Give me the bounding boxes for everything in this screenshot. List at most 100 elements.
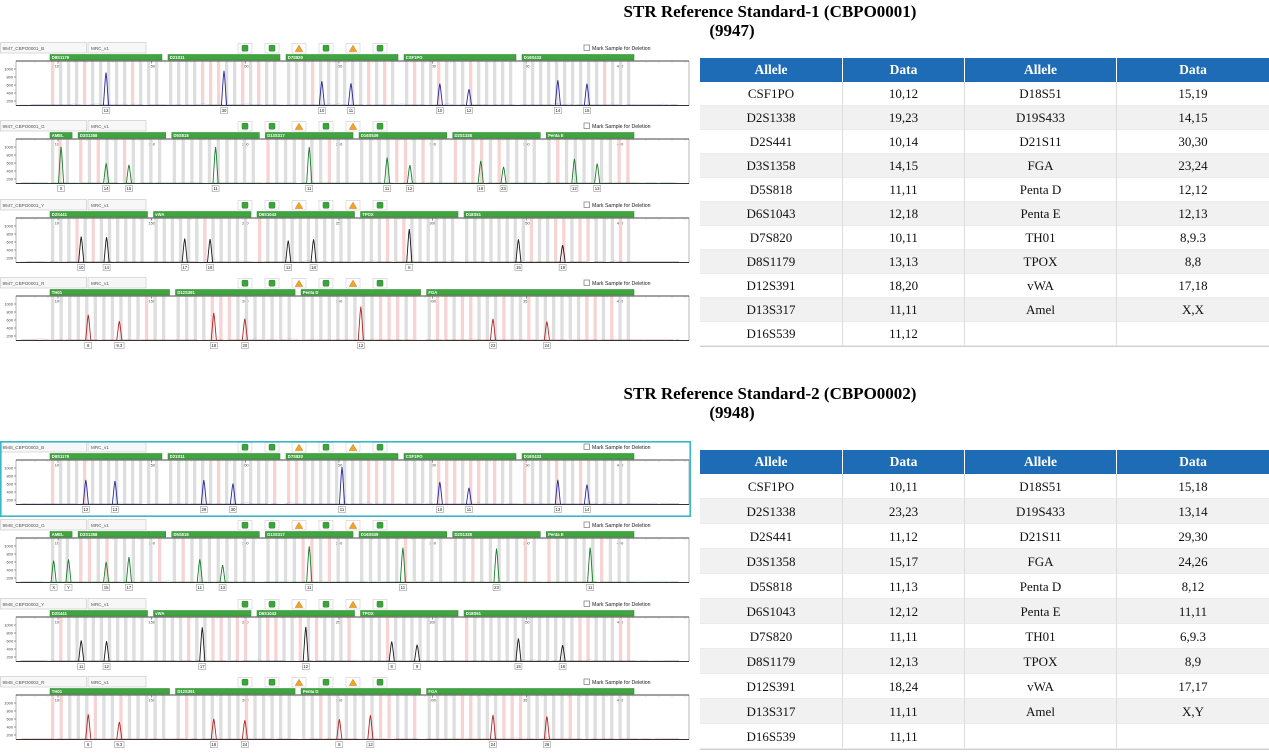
allele-call-label: 20 [242, 343, 247, 348]
allele-bin-markers [523, 460, 631, 504]
allele-call-label: 13 [595, 186, 600, 191]
allele-call-box: 10 [77, 264, 85, 271]
allele-peak [306, 546, 313, 583]
mark-sample-for-deletion-checkbox[interactable]: Mark Sample for Deletion [583, 678, 651, 686]
quality-pass-icon [318, 677, 334, 688]
data-cell: 11,11 [843, 298, 965, 322]
table-row: D6S1043 12,12 Penta E 11,11 [700, 599, 1269, 624]
locus-marker-bar: D8S1179 [49, 54, 163, 61]
table-header-row: Allele Data Allele Data [700, 58, 1269, 82]
locus-marker-bar: D21S11 [167, 54, 281, 61]
allele-call-label: 8 [408, 265, 411, 270]
y-axis-tick-label: 400 [7, 247, 14, 252]
allele-peak [338, 467, 346, 505]
x-axis-tick-label: 150 [148, 620, 155, 625]
locus-marker-bar: D13S317 [265, 531, 354, 538]
allele-call-box: 12 [366, 741, 375, 748]
locus-marker-bar: D2S441 [49, 610, 148, 617]
mark-sample-for-deletion-label: Mark Sample for Deletion [592, 523, 651, 529]
locus-name-label: D18S51 [466, 212, 482, 217]
locus-marker-bar: D12S391 [175, 289, 296, 296]
allele-call-box: 18 [210, 741, 218, 748]
table-row: D3S1358 15,17 FGA 24,26 [700, 549, 1269, 574]
allele-peak [219, 565, 226, 583]
table-row: D5S818 11,13 Penta D 8,12 [700, 574, 1269, 599]
locus-name-label: AMEL [52, 532, 64, 537]
table-row: D7S820 11,11 TH01 6,9.3 [700, 624, 1269, 649]
data-cell: 12,13 [843, 649, 965, 674]
data-cell: 8,8 [1117, 250, 1269, 274]
mark-sample-for-deletion-label: Mark Sample for Deletion [592, 46, 651, 52]
electropherogram-panel-green: 9947_CBPO0001_G MRC_v1 Mark Sample for Del… [0, 120, 691, 196]
quality-pass-icon [264, 442, 280, 453]
mark-sample-for-deletion-checkbox[interactable]: Mark Sample for Deletion [583, 279, 651, 287]
data-column-header: Data [1117, 450, 1269, 474]
x-axis-tick-label: 200 [242, 463, 249, 468]
allele-peak [200, 480, 207, 505]
data-cell: 13,14 [1117, 499, 1269, 524]
quality-pass-icon [237, 442, 253, 453]
data-cell: 24,26 [1117, 549, 1269, 574]
marker-set-label: MRC_v1 [91, 680, 109, 685]
mark-sample-for-deletion-checkbox[interactable]: Mark Sample for Deletion [583, 122, 651, 130]
section1-title-line1: STR Reference Standard-1 (CBPO0001) [623, 2, 917, 21]
data-cell: 17,18 [1117, 274, 1269, 298]
mark-sample-for-deletion-checkbox[interactable]: Mark Sample for Deletion [583, 44, 651, 52]
allele-call-label: 13 [220, 585, 225, 590]
allele-call-label: 11 [385, 186, 390, 191]
mark-sample-for-deletion-checkbox[interactable]: Mark Sample for Deletion [583, 521, 651, 529]
allele-peak [436, 481, 443, 505]
allele-call-box: 14 [583, 506, 591, 513]
allele-bin-markers [172, 538, 255, 582]
allele-call-box: 11 [338, 506, 346, 513]
quality-pass-icon [318, 442, 334, 453]
mark-sample-for-deletion-checkbox[interactable]: Mark Sample for Deletion [583, 600, 651, 608]
x-axis-tick-label: 250 [336, 64, 343, 69]
quality-warning-icon [291, 520, 307, 531]
allele-bin-markers [405, 61, 513, 105]
x-axis-tick-label: 150 [148, 221, 155, 226]
locus-marker-bar: D2S1338 [452, 531, 541, 538]
allele-peak [285, 240, 292, 263]
data-column-header: Data [843, 450, 965, 474]
table-row: CSF1PO 10,12 D18S51 15,19 [700, 82, 1269, 106]
allele-peak [489, 714, 497, 740]
quality-pass-icon [372, 43, 388, 54]
data-cell: 8,9.3 [1117, 226, 1269, 250]
allele-call-label: 12 [368, 742, 373, 747]
allele-peak [583, 484, 591, 505]
locus-name-label: D19S433 [524, 55, 542, 60]
allele-peak [436, 83, 443, 106]
quality-pass-icon [372, 677, 388, 688]
locus-name-label: TH01 [52, 290, 63, 295]
allele-cell: D18S51 [965, 474, 1117, 499]
allele-call-box: 11 [383, 185, 391, 192]
allele-call-box: 14 [102, 185, 110, 192]
sample-name-label: 9948_CBPO0002_R [3, 680, 46, 685]
locus-name-label: D7S820 [288, 454, 304, 459]
marker-set-label: MRC_v1 [91, 445, 109, 450]
allele-peak [181, 238, 188, 263]
locus-name-label: D21S11 [170, 55, 186, 60]
data-cell: 6,9.3 [1117, 624, 1269, 649]
allele-peak [229, 483, 237, 505]
allele-call-label: 13 [113, 507, 118, 512]
mark-sample-for-deletion-checkbox[interactable]: Mark Sample for Deletion [583, 443, 651, 451]
allele-call-label: 12 [286, 265, 291, 270]
allele-peak [50, 560, 57, 583]
locus-marker-bar: Penta E [546, 531, 635, 538]
y-axis-tick-label: 400 [7, 489, 14, 494]
allele-bin-markers [51, 296, 166, 340]
mark-sample-for-deletion-checkbox[interactable]: Mark Sample for Deletion [583, 201, 651, 209]
allele-bin-markers [169, 460, 277, 504]
allele-call-label: 12 [104, 664, 109, 669]
baseline-noise-trace [19, 338, 680, 341]
mark-sample-for-deletion-label: Mark Sample for Deletion [592, 445, 651, 451]
locus-marker-bar: D7S820 [285, 453, 399, 460]
allele-peak [559, 245, 566, 263]
allele-call-label: 24 [491, 742, 496, 747]
locus-marker-bar: FGA [426, 688, 635, 695]
allele-peak [103, 237, 110, 263]
allele-call-box: 17 [180, 264, 189, 271]
y-axis-tick-label: 800 [7, 708, 14, 713]
